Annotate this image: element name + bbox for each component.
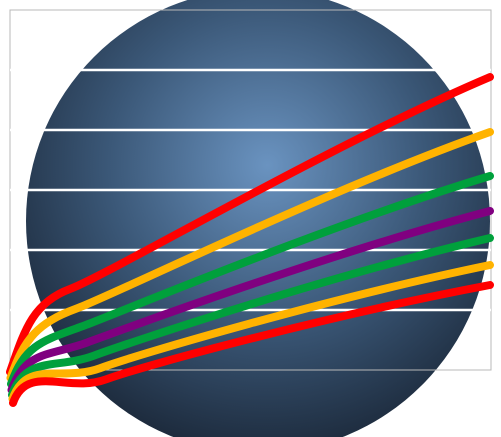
growth-curve xyxy=(6,73,494,376)
horizontal-bands xyxy=(9,9,492,371)
growth-curve xyxy=(7,172,494,388)
growth-curves xyxy=(6,73,494,407)
growth-curve xyxy=(8,234,494,399)
growth-curve xyxy=(7,207,494,394)
growth-curve xyxy=(8,261,494,403)
growth-curve xyxy=(9,281,494,407)
globe-sphere xyxy=(26,0,490,437)
growth-curve xyxy=(6,128,494,382)
